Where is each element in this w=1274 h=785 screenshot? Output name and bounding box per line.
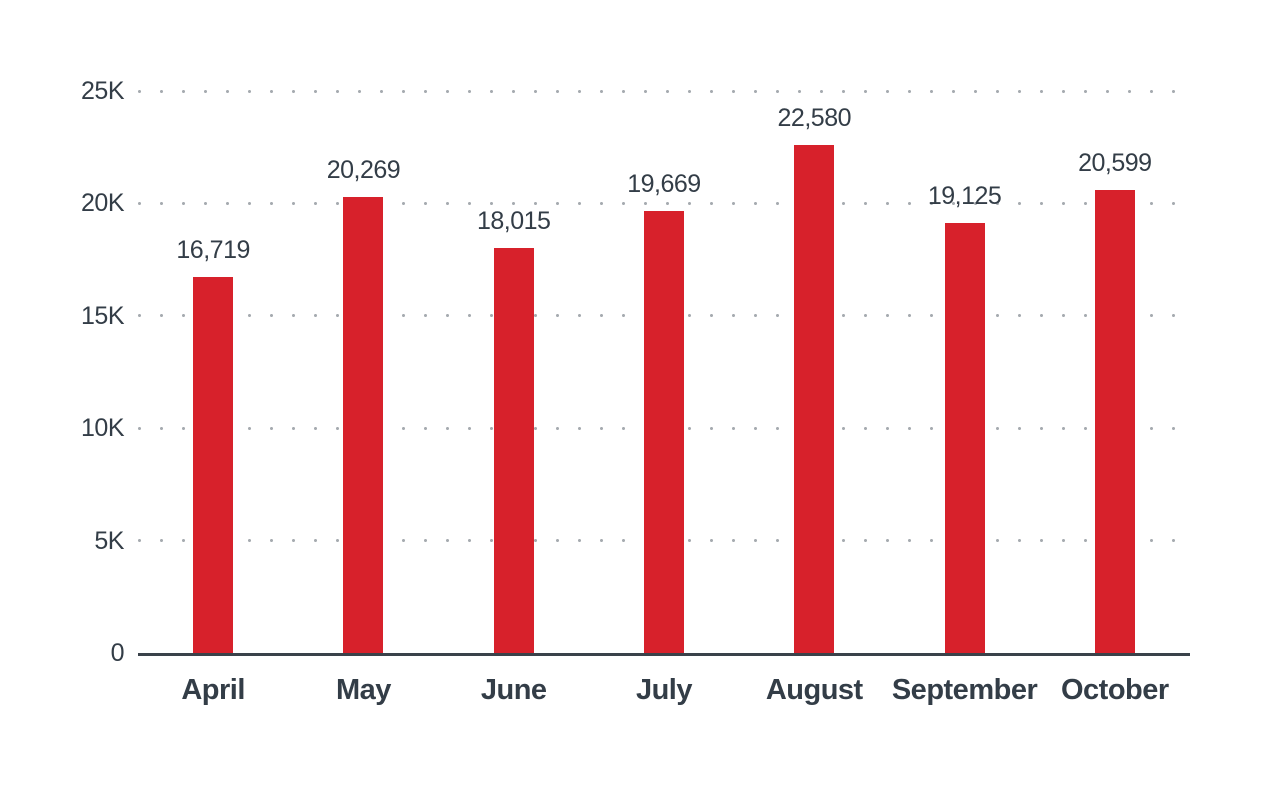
bar [643,210,684,653]
bar-slot: 20,269 May [288,91,438,706]
bar-value-label: 19,125 [927,182,1002,211]
bar-slot: 22,580 August [739,91,889,706]
y-tick-label: 20K [81,189,124,218]
bar-value-label: 22,580 [777,104,852,133]
bar-value-label: 19,669 [627,169,701,198]
x-category-label: October [1060,674,1169,706]
y-tick-label: 10K [81,414,124,443]
gridline [138,89,1190,93]
plot-area: 0 5K 10K 15K 20K 25K 16,719 April 20,269 May 18,01… [81,77,1190,706]
bar-value-label: 16,719 [176,236,250,265]
x-category-label: June [480,674,547,706]
bar [493,248,534,653]
bar-slot: 19,669 July [589,91,739,706]
x-category-label: April [181,674,245,706]
x-category-label: August [765,674,863,706]
x-category-label: May [335,674,391,706]
bar-value-label: 18,015 [476,207,551,236]
y-tick-label: 25K [81,77,124,105]
bar-slot: 18,015 June [439,91,589,706]
x-category-label: September [891,674,1038,706]
y-tick-label: 0 [110,639,125,667]
bar [1094,189,1135,653]
bar [794,145,835,653]
bar [193,277,234,653]
bar-value-label: 20,269 [326,156,401,185]
bar-slot: 20,599 October [1040,91,1190,706]
bar [944,223,985,653]
bar [343,197,384,653]
gridline [138,201,1190,205]
y-tick-label: 15K [81,301,124,330]
bar-slot: 16,719 April [138,91,288,706]
bar-value-label: 20,599 [1078,148,1152,177]
bars-row: 16,719 April 20,269 May 18,015 June 19,669 July… [138,91,1190,706]
y-tick-label: 5K [94,526,124,555]
x-category-label: July [635,674,693,706]
bar-slot: 19,125 September [889,91,1039,706]
